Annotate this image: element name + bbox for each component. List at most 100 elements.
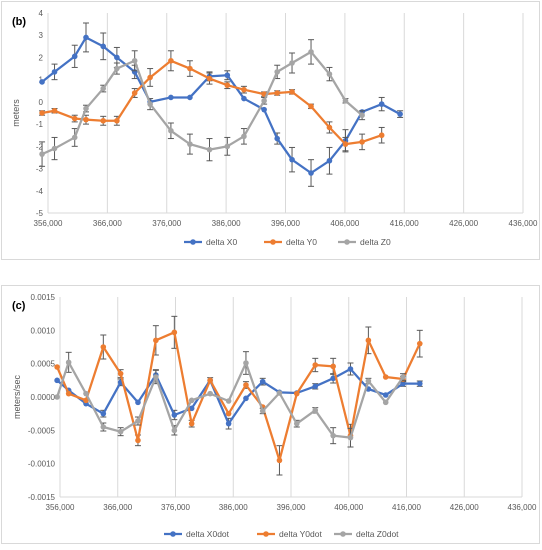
data-point <box>365 337 372 344</box>
data-point <box>326 124 333 131</box>
data-point <box>330 363 336 370</box>
data-point <box>114 65 120 72</box>
y-axis-label: meters <box>11 99 21 127</box>
data-point <box>416 380 423 387</box>
data-point <box>100 43 107 50</box>
data-point <box>171 427 178 434</box>
chart-panel-bottom: (c) 356,000 366,000 376,000 386,000 396,000 4… <box>1 285 540 544</box>
data-point <box>289 60 295 66</box>
data-point <box>117 428 124 435</box>
x-tick-label: 366,000 <box>103 503 132 512</box>
data-point <box>274 69 280 75</box>
x-tick-label: 356,000 <box>34 219 63 228</box>
data-point <box>188 405 195 412</box>
legend-swatch-marker <box>170 531 176 537</box>
legend-swatch-marker <box>340 531 346 537</box>
data-point <box>100 424 107 430</box>
y-tick-label: -0.0010 <box>28 460 56 469</box>
x-tick-label: 406,000 <box>334 503 363 512</box>
data-point <box>206 146 213 153</box>
y-tick-label: 0.0010 <box>31 326 56 335</box>
x-tick-label: 376,000 <box>161 503 190 512</box>
y-tick-label: -4 <box>36 187 44 196</box>
data-point <box>330 375 336 382</box>
data-point <box>259 378 266 385</box>
data-point <box>54 377 60 384</box>
legend-label: delta Z0 <box>360 237 391 247</box>
x-tick-label: 366,000 <box>93 219 122 228</box>
data-point <box>293 420 300 427</box>
series-line <box>56 367 420 425</box>
x-tick-label: 426,000 <box>450 503 479 512</box>
data-point <box>382 374 389 380</box>
data-point <box>188 397 195 404</box>
data-point <box>171 329 178 336</box>
data-point <box>54 394 60 400</box>
panel-label: (b) <box>12 16 27 28</box>
data-point <box>224 143 231 150</box>
data-point <box>100 344 107 350</box>
data-point <box>83 116 89 123</box>
x-tick-label: 416,000 <box>390 219 419 228</box>
data-point <box>39 110 45 116</box>
legend-swatch-marker <box>190 239 196 245</box>
panel-label: (c) <box>12 300 26 312</box>
legend-label: delta X0dot <box>186 529 230 539</box>
y-tick-label: 4 <box>39 9 44 18</box>
data-point <box>308 103 314 110</box>
data-point <box>168 94 174 101</box>
x-tick-label: 406,000 <box>330 219 359 228</box>
data-point <box>400 374 406 380</box>
data-point <box>100 117 107 124</box>
data-point <box>131 90 138 96</box>
data-point <box>293 390 300 397</box>
data-point <box>131 57 138 64</box>
data-point <box>378 101 385 107</box>
data-point <box>114 117 120 124</box>
data-point <box>207 377 213 384</box>
data-point <box>83 390 89 397</box>
x-tick-label: 356,000 <box>46 503 75 512</box>
legend-swatch-marker <box>263 531 269 537</box>
chart-bottom-svg: 356,000 366,000 376,000 386,000 396,000 406,0… <box>12 293 537 539</box>
data-point <box>397 111 403 117</box>
data-point <box>326 71 333 77</box>
data-point <box>308 170 314 176</box>
data-point <box>289 89 295 95</box>
legend-swatch-marker <box>344 239 350 245</box>
data-point <box>243 395 249 402</box>
data-point <box>54 364 60 370</box>
data-point <box>261 106 267 113</box>
data-point <box>83 105 89 112</box>
data-point <box>382 399 389 406</box>
data-point <box>243 382 249 388</box>
series-line <box>41 36 401 175</box>
x-tick-label: 376,000 <box>152 219 181 228</box>
x-tick-label: 436,000 <box>508 503 537 512</box>
data-point <box>171 412 178 418</box>
data-point <box>261 97 267 104</box>
data-point <box>308 49 314 55</box>
y-tick-label: -0.0005 <box>28 426 56 435</box>
y-tick-label: 3 <box>39 31 44 40</box>
data-point <box>187 94 193 101</box>
data-point <box>65 359 72 366</box>
data-point <box>416 340 423 347</box>
data-point <box>51 69 58 75</box>
data-point <box>378 132 385 139</box>
data-point <box>276 390 283 396</box>
data-point <box>114 54 120 61</box>
y-tick-label: -1 <box>36 120 44 129</box>
data-point <box>135 437 141 444</box>
chart-panel-top: (b) 356,000 366,000 376,000 386,000 396,000 4… <box>1 1 540 260</box>
legend-swatch-marker <box>270 239 276 245</box>
data-point <box>347 366 354 372</box>
data-point <box>100 410 107 417</box>
data-point <box>39 79 45 85</box>
data-point <box>224 72 231 79</box>
y-tick-label: 0.0015 <box>31 293 56 302</box>
data-point <box>39 151 45 157</box>
legend-label: delta X0 <box>206 237 237 247</box>
data-point <box>71 53 78 60</box>
data-point <box>225 410 232 417</box>
